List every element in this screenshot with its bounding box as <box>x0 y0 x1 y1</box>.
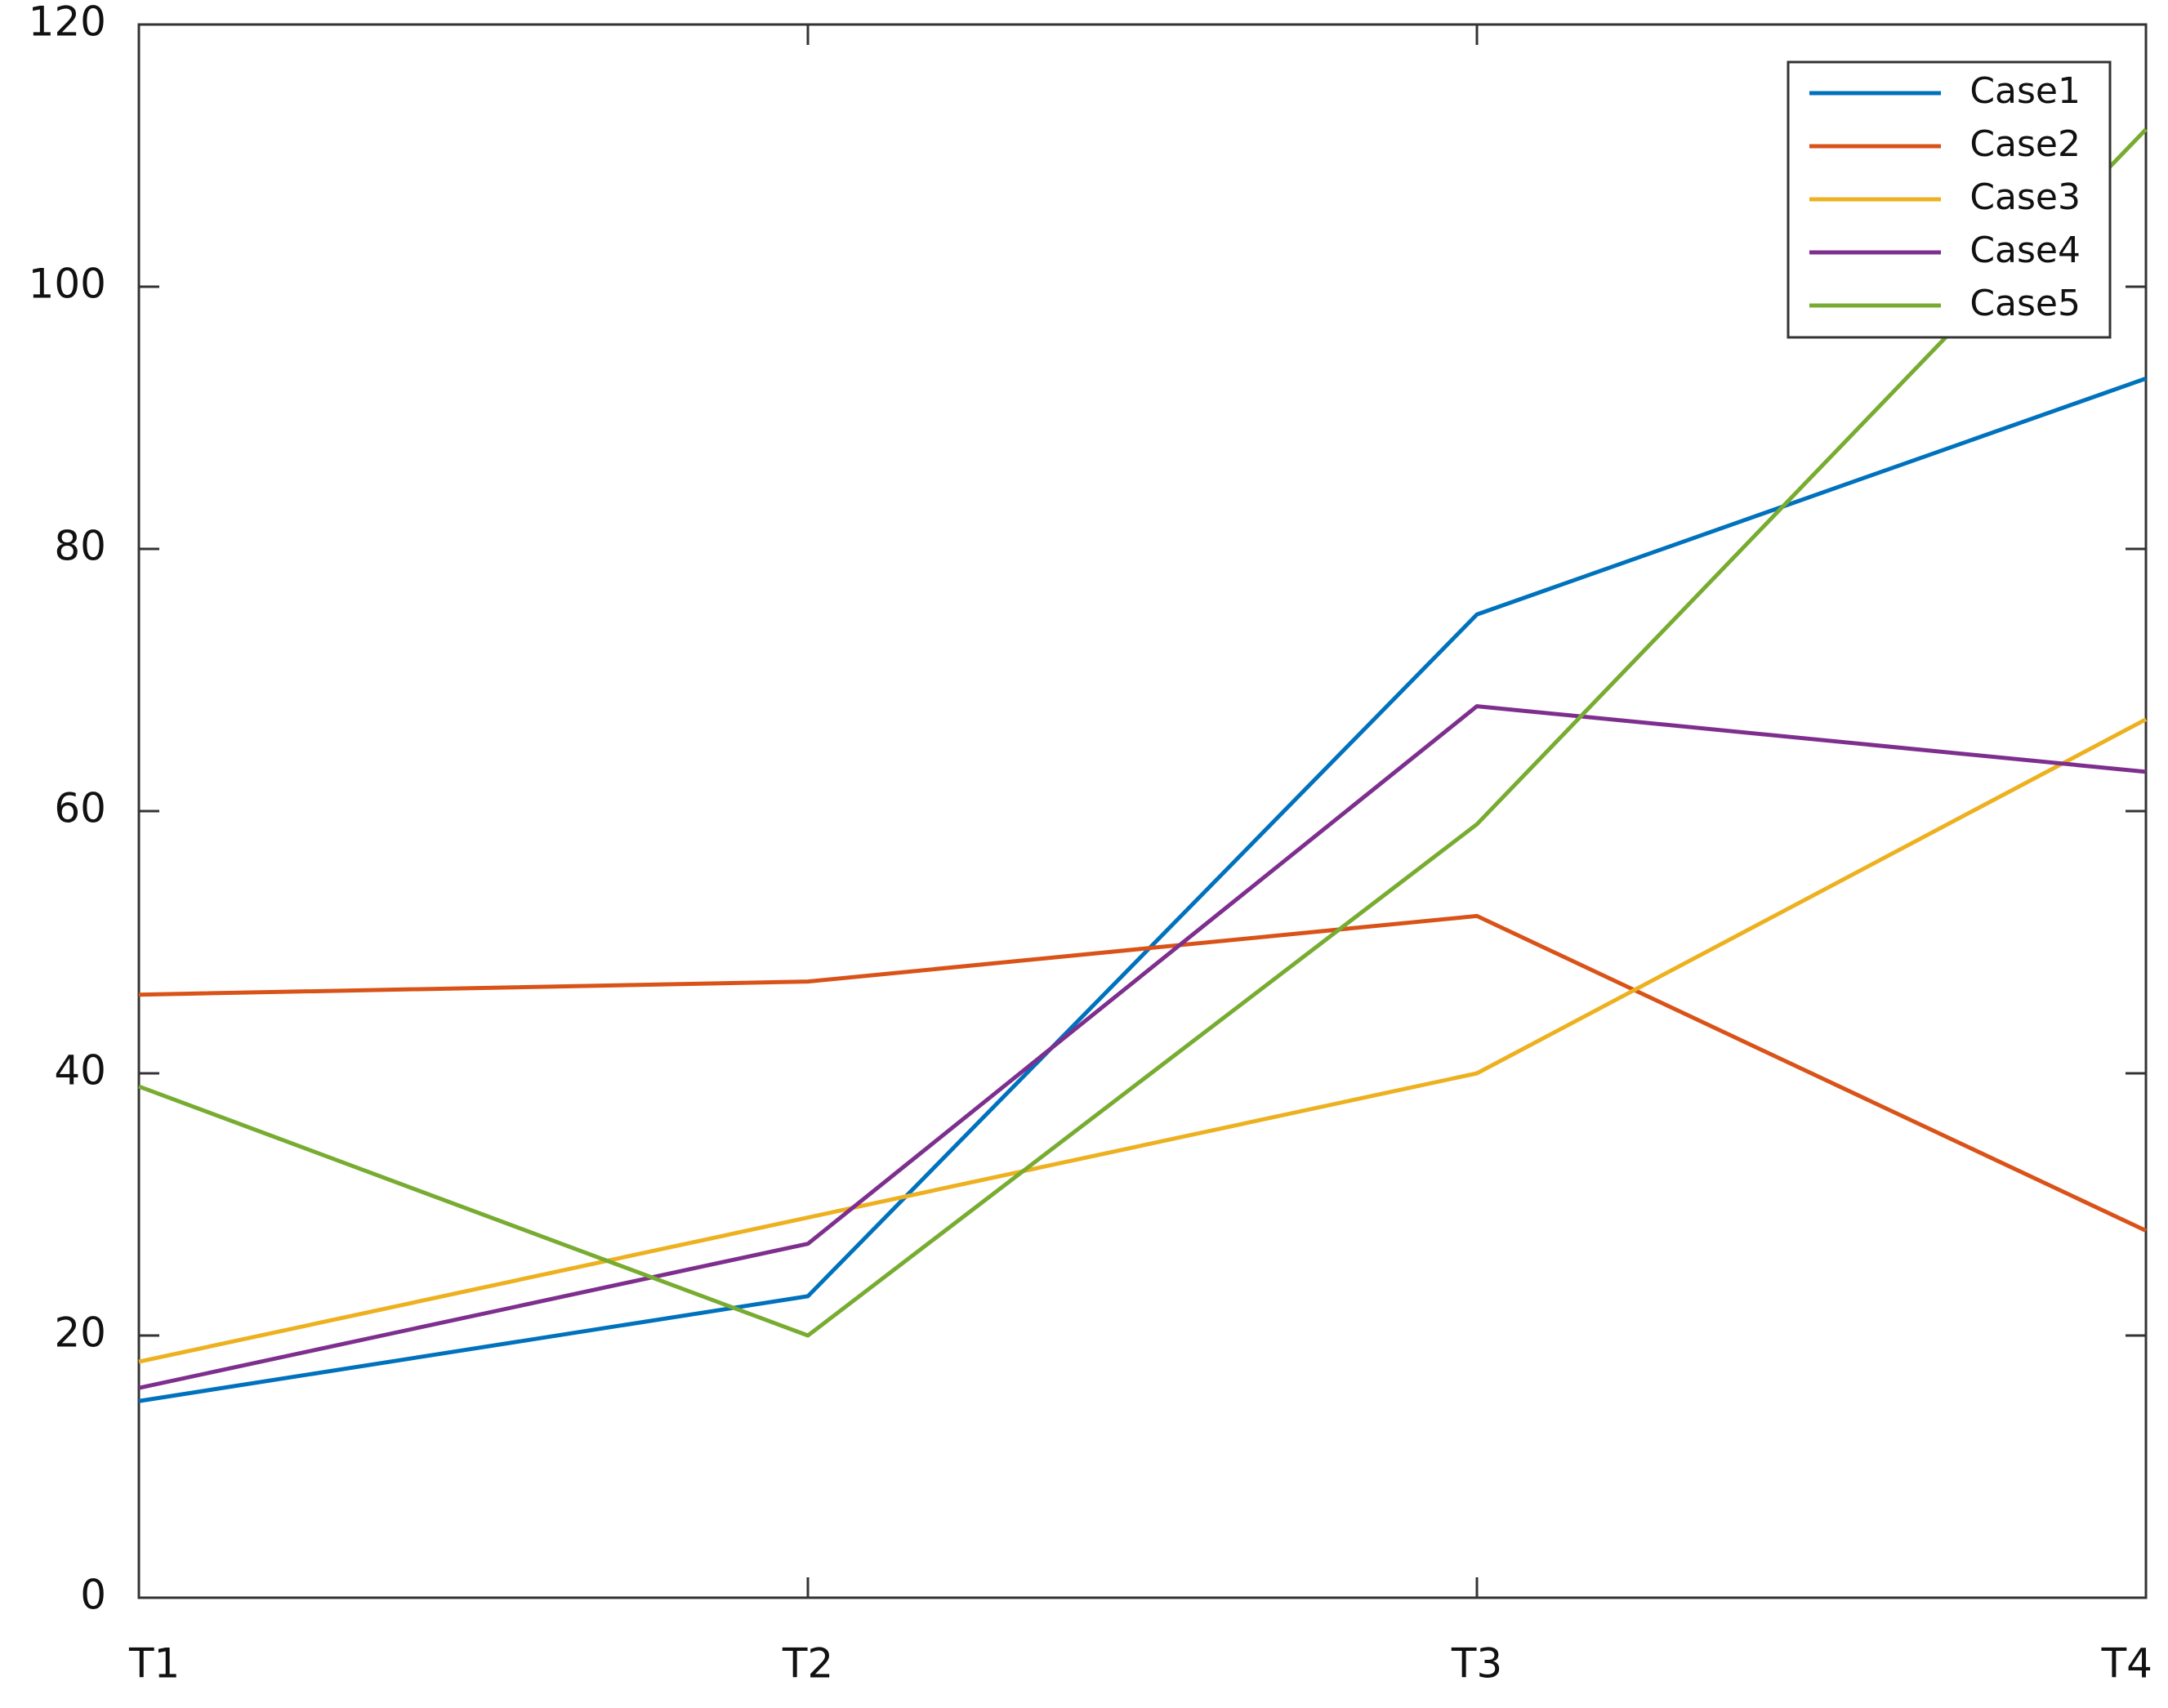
x-tick-label: T3 <box>1451 1640 1502 1688</box>
y-tick-label: 100 <box>29 261 106 308</box>
y-tick-label: 60 <box>54 785 106 832</box>
x-tick-label: T2 <box>782 1640 833 1688</box>
series-line <box>138 376 2147 1403</box>
series-line <box>138 127 2148 1338</box>
y-tick-label: 120 <box>29 0 106 46</box>
legend-label: Case5 <box>1969 283 2081 324</box>
y-tick-label: 20 <box>54 1309 106 1357</box>
legend-label: Case4 <box>1969 230 2081 271</box>
y-tick-label: 40 <box>54 1047 106 1095</box>
x-tick-label: T1 <box>128 1640 180 1688</box>
legend-label: Case2 <box>1969 123 2081 165</box>
legend-label: Case3 <box>1969 176 2081 218</box>
series-line <box>138 717 2148 1364</box>
x-tick-label: T4 <box>2101 1640 2152 1688</box>
series-line <box>138 704 2147 1390</box>
y-tick-label: 80 <box>54 523 106 570</box>
y-tick-label: 0 <box>80 1572 106 1619</box>
legend-label: Case1 <box>1969 70 2081 112</box>
series-line <box>138 913 2148 1233</box>
